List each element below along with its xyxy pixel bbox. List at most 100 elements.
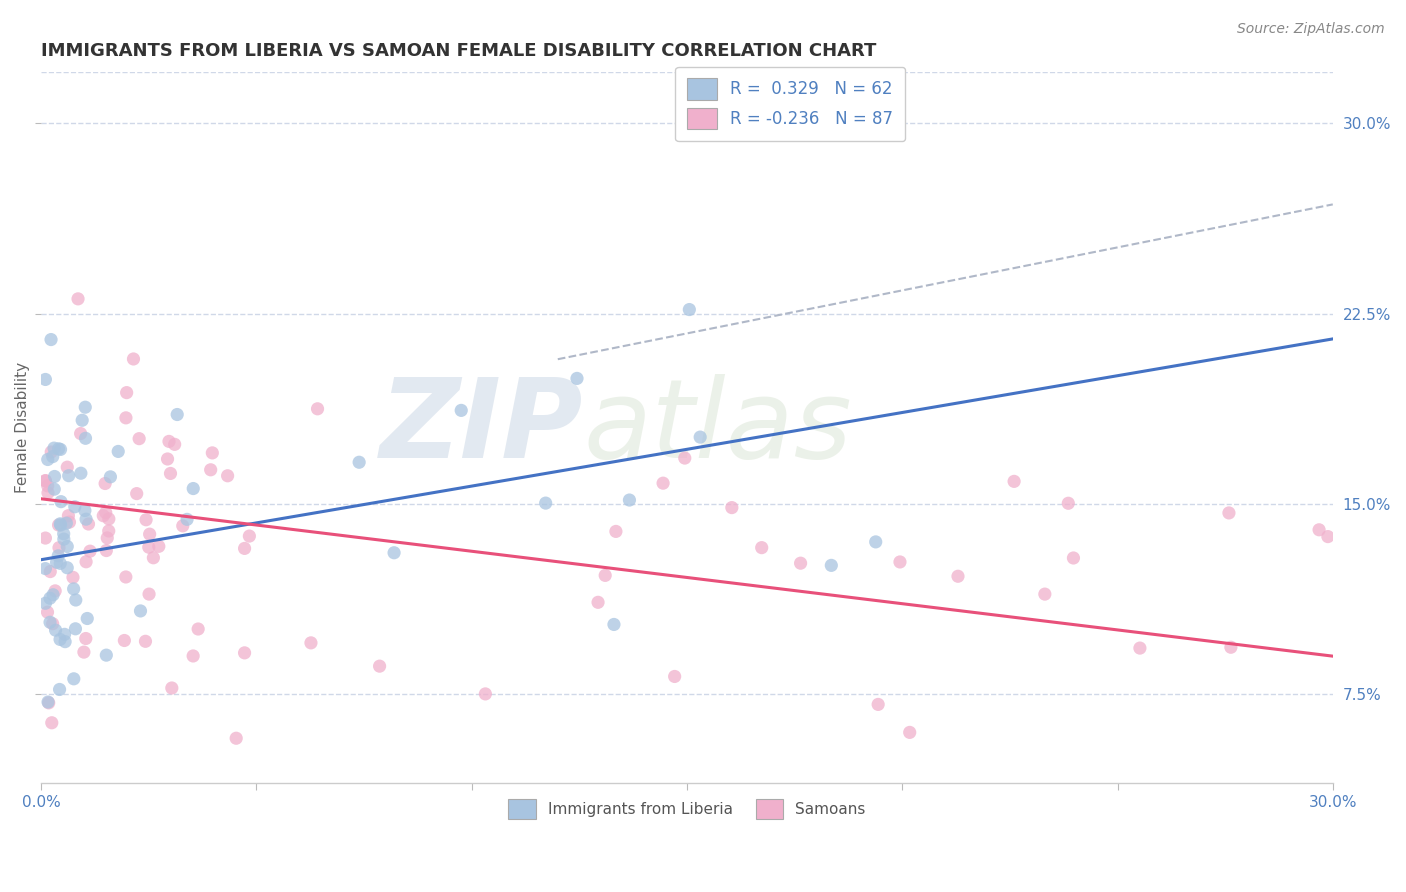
Point — [689, 430, 711, 444]
Point — [586, 595, 609, 609]
Point — [1057, 496, 1080, 510]
Point — [42, 588, 65, 602]
Point — [148, 539, 170, 553]
Point — [138, 587, 160, 601]
Point — [62, 582, 84, 596]
Y-axis label: Female Disability: Female Disability — [15, 362, 30, 493]
Point — [37, 452, 59, 467]
Point — [39, 565, 62, 579]
Point — [66, 292, 89, 306]
Point — [76, 611, 98, 625]
Point — [107, 444, 129, 458]
Point — [135, 513, 157, 527]
Point — [159, 467, 181, 481]
Point — [138, 540, 160, 554]
Point — [44, 482, 66, 496]
Point — [163, 437, 186, 451]
Point — [44, 583, 66, 598]
Point — [52, 526, 75, 541]
Point — [605, 524, 627, 539]
Point — [751, 541, 773, 555]
Point — [58, 508, 80, 523]
Point — [49, 632, 72, 647]
Point — [94, 476, 117, 491]
Point — [128, 432, 150, 446]
Point — [37, 695, 59, 709]
Point — [39, 591, 62, 606]
Point — [41, 616, 63, 631]
Point — [673, 451, 696, 466]
Point — [56, 561, 79, 575]
Point — [70, 413, 93, 427]
Point — [603, 617, 626, 632]
Point — [565, 371, 588, 385]
Point — [56, 540, 79, 554]
Point — [38, 696, 60, 710]
Point — [75, 632, 97, 646]
Point — [69, 426, 91, 441]
Point — [1033, 587, 1056, 601]
Point — [865, 535, 887, 549]
Point — [820, 558, 842, 573]
Point — [62, 672, 84, 686]
Point — [678, 302, 700, 317]
Point — [34, 372, 56, 386]
Point — [62, 570, 84, 584]
Point — [112, 633, 135, 648]
Point — [187, 622, 209, 636]
Point — [42, 441, 65, 455]
Point — [200, 463, 222, 477]
Text: ZIP: ZIP — [380, 375, 583, 481]
Point — [122, 351, 145, 366]
Point — [898, 725, 921, 739]
Point — [46, 549, 69, 563]
Point — [217, 468, 239, 483]
Point — [157, 434, 180, 449]
Point — [41, 715, 63, 730]
Point — [125, 486, 148, 500]
Point — [91, 508, 114, 523]
Point — [48, 442, 70, 456]
Point — [134, 634, 156, 648]
Point — [65, 593, 87, 607]
Point — [100, 470, 122, 484]
Point — [238, 529, 260, 543]
Point — [96, 648, 118, 662]
Point — [41, 450, 63, 464]
Point — [307, 401, 329, 416]
Point — [181, 482, 204, 496]
Point — [45, 623, 67, 637]
Point — [166, 408, 188, 422]
Point — [534, 496, 557, 510]
Point — [115, 570, 138, 584]
Text: Source: ZipAtlas.com: Source: ZipAtlas.com — [1237, 22, 1385, 37]
Point — [75, 431, 97, 445]
Point — [65, 622, 87, 636]
Point — [1219, 640, 1241, 655]
Point — [75, 555, 97, 569]
Point — [789, 556, 811, 570]
Point — [34, 474, 56, 488]
Point — [299, 636, 322, 650]
Point — [225, 731, 247, 746]
Point — [1316, 530, 1339, 544]
Point — [664, 669, 686, 683]
Point — [368, 659, 391, 673]
Point — [49, 516, 72, 531]
Point — [34, 531, 56, 545]
Point — [382, 546, 405, 560]
Point — [44, 469, 66, 483]
Point — [181, 648, 204, 663]
Point — [49, 494, 72, 508]
Point — [160, 681, 183, 695]
Point — [77, 516, 100, 531]
Point — [115, 385, 138, 400]
Point — [48, 682, 70, 697]
Point — [53, 634, 76, 648]
Point — [37, 605, 59, 619]
Point — [138, 527, 160, 541]
Point — [49, 518, 72, 533]
Point — [652, 476, 675, 491]
Point — [73, 503, 96, 517]
Point — [63, 500, 86, 514]
